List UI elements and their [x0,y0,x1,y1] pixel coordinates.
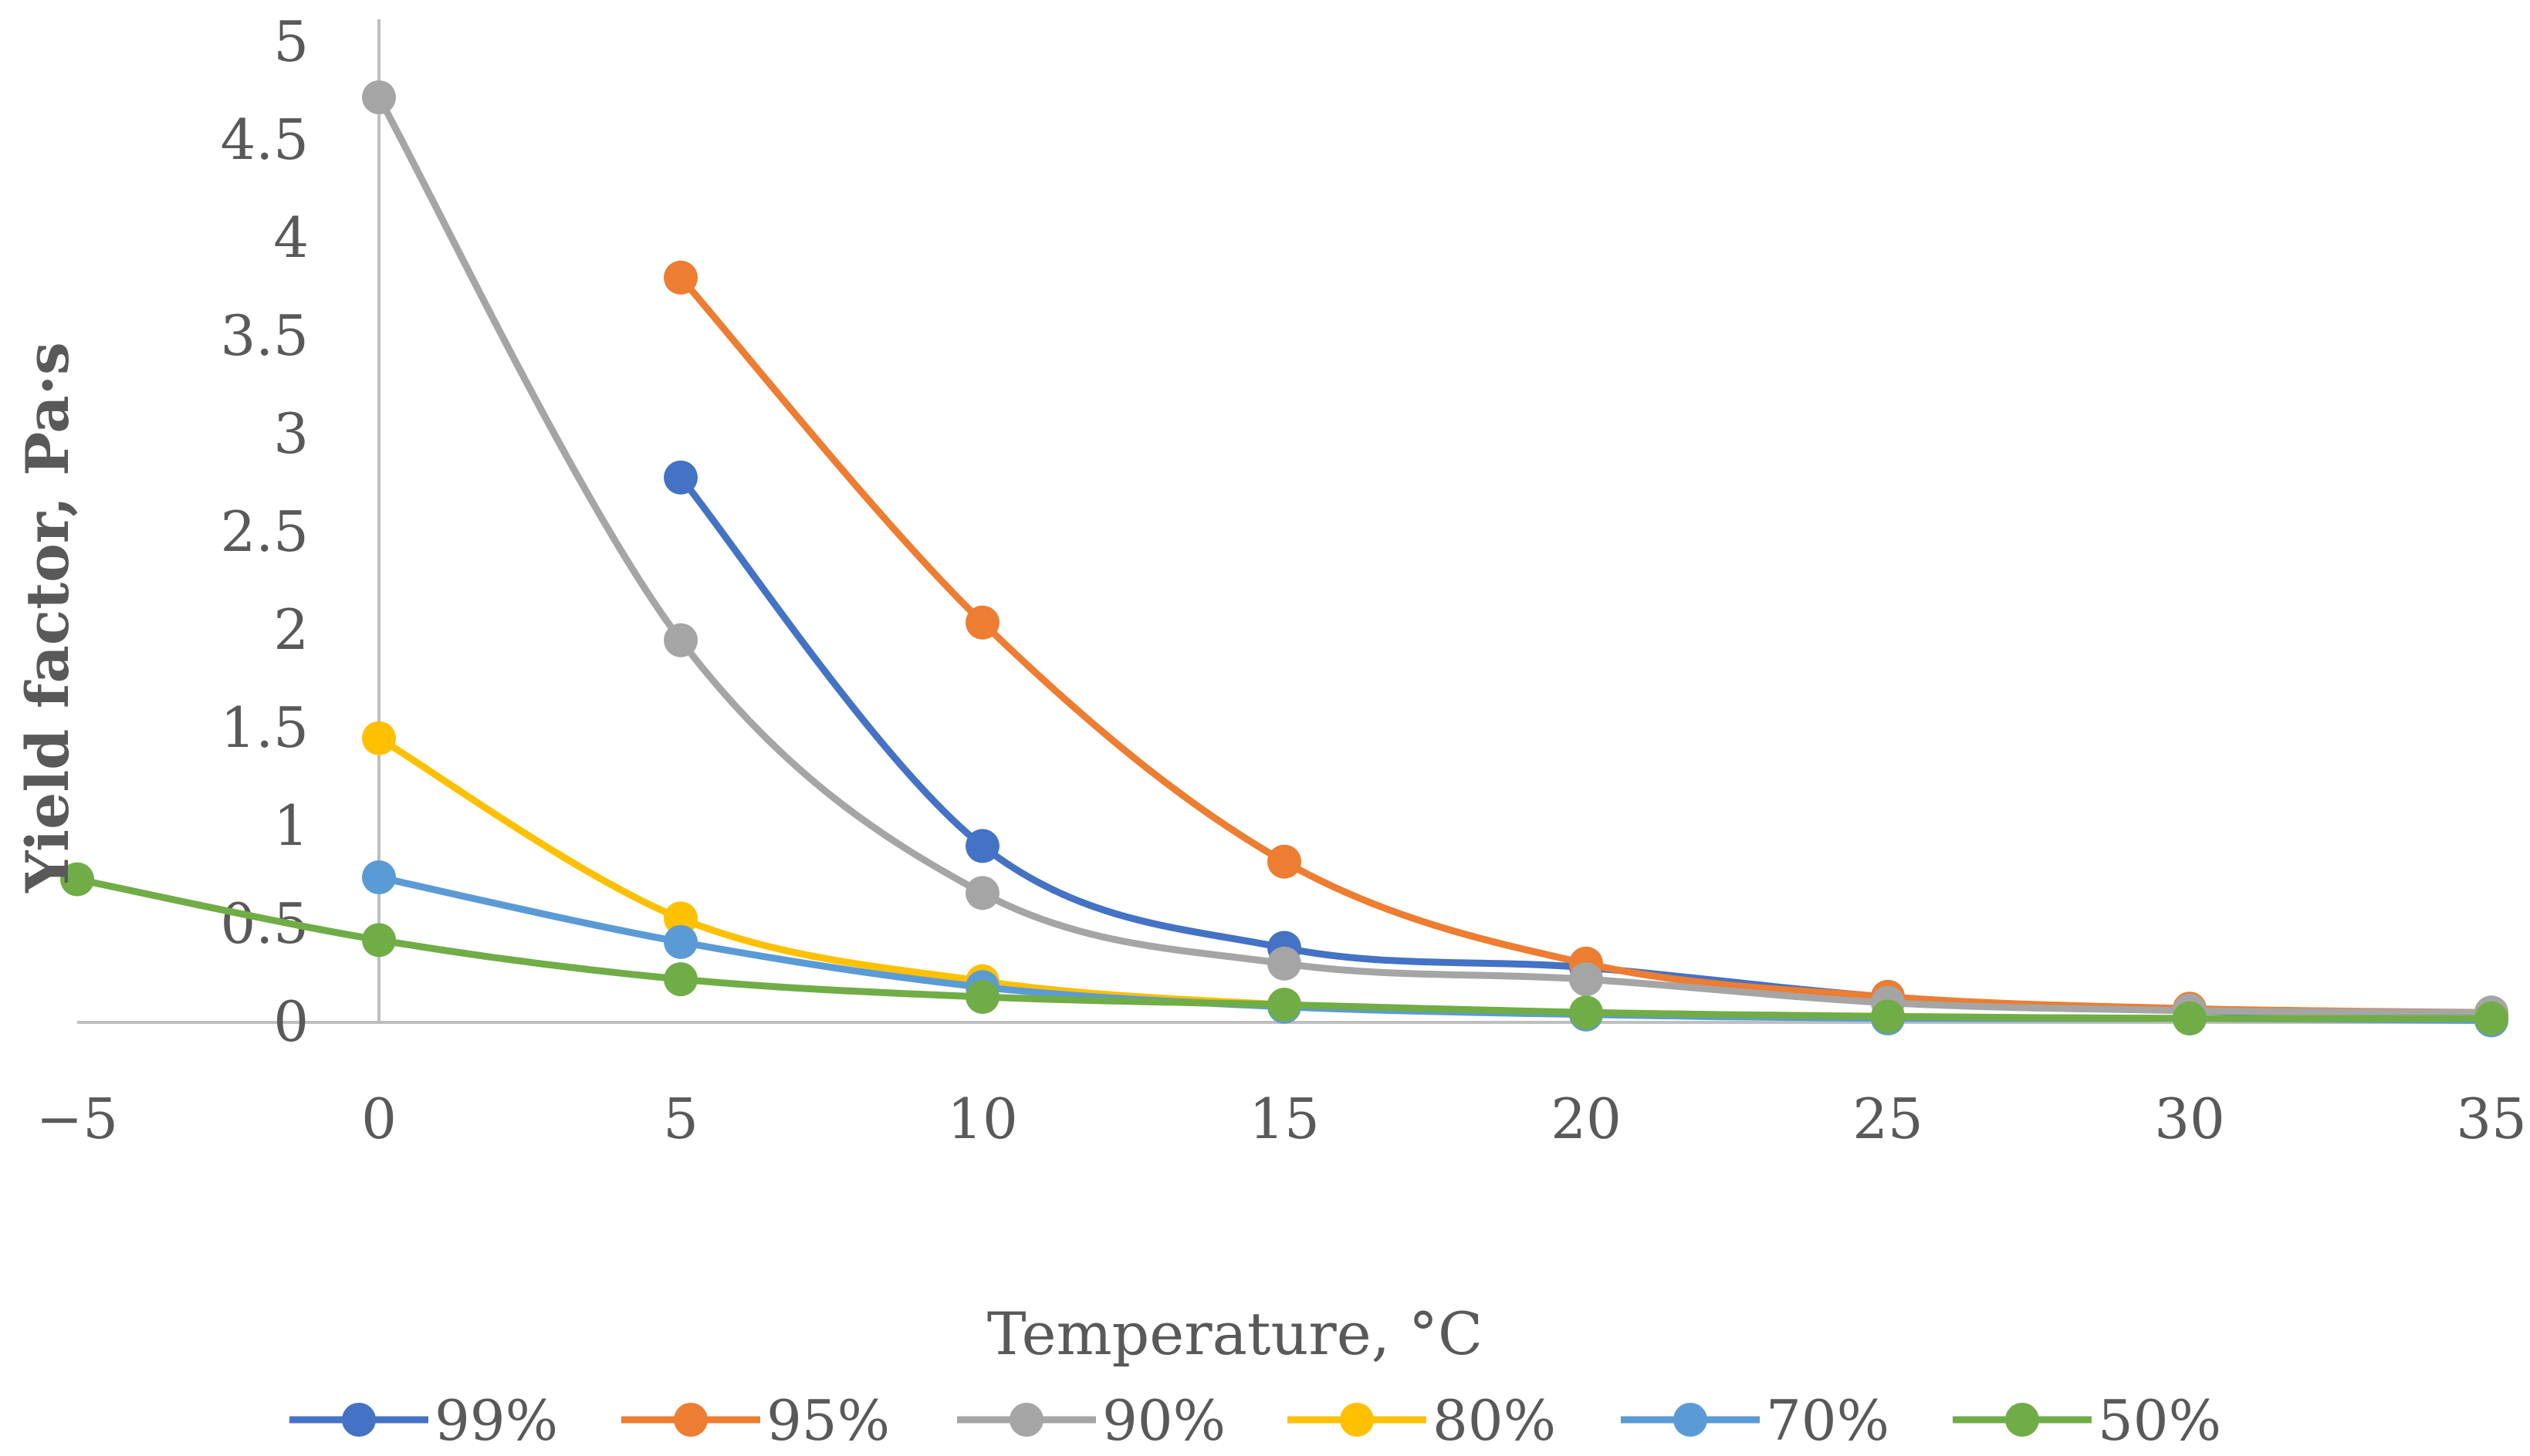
data-point [664,901,698,936]
y-tick-label: 3 [273,401,309,466]
data-point [966,605,999,640]
data-point [966,979,999,1014]
data-point [664,962,698,997]
x-tick-label: 25 [1852,1086,1923,1151]
legend-label: 80% [1432,1388,1556,1453]
data-point [362,860,396,895]
legend: 99% 95% 90% 80% 70% 50% [289,1388,2221,1453]
x-tick-label: 20 [1551,1086,1622,1151]
data-point [1267,844,1301,879]
legend-item: 99% [289,1388,558,1453]
legend-label: 95% [766,1388,890,1453]
series-line [677,274,2495,1016]
data-point [664,924,698,959]
series-90-pct [362,80,2508,1030]
legend-item: 80% [1287,1388,1556,1453]
series-layer [60,80,2508,1038]
data-point [664,260,698,295]
legend-item: 50% [1953,1388,2221,1453]
legend-label: 70% [1766,1388,1889,1453]
y-axis-title: Yield factor, Pa·s [13,342,82,894]
legend-marker [1340,1403,1374,1437]
x-tick-label: 0 [361,1086,397,1151]
x-axis-title: Temperature, °C [987,1299,1483,1368]
data-point [2173,1001,2207,1035]
y-tick-label: 4.5 [220,107,309,172]
series-line [375,93,2495,1016]
data-point [1569,962,1603,997]
data-point [362,721,396,755]
legend-item: 95% [621,1388,890,1453]
data-point [664,460,698,495]
x-tick-label: 5 [663,1086,698,1151]
data-point [966,876,999,910]
y-tick-label: 0 [273,989,309,1054]
legend-marker [674,1403,708,1437]
legend-label: 90% [1102,1388,1226,1453]
y-tick-label: 4 [273,205,309,270]
data-point [362,923,396,958]
legend-marker [2005,1403,2039,1437]
legend-marker [1673,1403,1707,1437]
axes: 00.511.522.533.544.55−5 0 5 10 15 20 25 30 35 [36,9,2527,1151]
y-tick-label: 2 [273,597,309,662]
x-tick-label: 35 [2456,1086,2527,1151]
y-tick-label: 3.5 [220,303,309,368]
y-tick-label: 2.5 [220,499,309,564]
legend-marker [342,1403,376,1437]
series-50-pct [60,862,2508,1035]
x-tick-label: −5 [36,1086,118,1151]
data-point [664,623,698,657]
series-95-pct [664,260,2508,1030]
data-point [1871,999,1905,1034]
data-point [1267,946,1301,981]
x-tick-label: 30 [2154,1086,2225,1151]
data-point [2474,1001,2508,1035]
x-tick-label: 15 [1249,1086,1320,1151]
legend-label: 99% [435,1388,558,1453]
legend-marker [1010,1403,1043,1437]
legend-item: 90% [957,1388,1226,1453]
legend-item: 70% [1621,1388,1889,1453]
x-tick-label: 10 [947,1086,1018,1151]
y-tick-label: 1.5 [220,695,309,760]
data-point [1569,995,1603,1030]
legend-label: 50% [2098,1388,2221,1453]
series-line [677,474,2495,1019]
data-point [966,829,999,863]
data-point [60,862,94,897]
data-point [362,80,396,115]
series-99-pct [664,460,2508,1032]
y-tick-label: 1 [273,793,309,858]
data-point [1267,988,1301,1022]
y-tick-label: 5 [273,9,309,74]
